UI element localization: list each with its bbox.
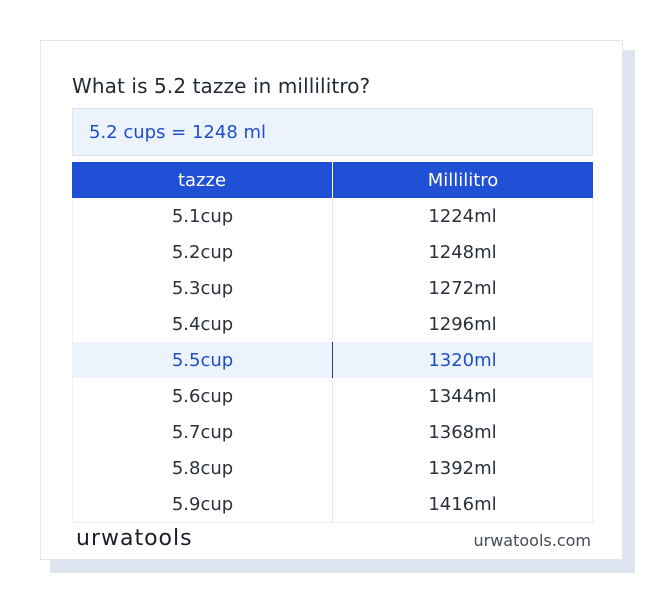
cell-to: 1392ml [428, 457, 497, 479]
cell-to: 1368ml [428, 421, 497, 443]
table-row: 5.3cup 1272ml [73, 270, 592, 306]
page-title: What is 5.2 tazze in millilitro? [72, 74, 371, 98]
conversion-table: tazze Millilitro 5.1cup 1224ml 5.2cup 12… [72, 162, 593, 523]
cell-from: 5.2cup [73, 234, 333, 270]
cell-from: 5.1cup [73, 198, 333, 234]
table-row: 5.2cup 1248ml [73, 234, 592, 270]
cell-to: 1224ml [428, 205, 497, 227]
table-header: tazze Millilitro [72, 162, 593, 198]
table-body: 5.1cup 1224ml 5.2cup 1248ml 5.3cup 1272m… [72, 198, 593, 523]
table-row: 5.1cup 1224ml [73, 198, 592, 234]
cell-from: 5.8cup [73, 450, 333, 486]
table-row: 5.6cup 1344ml [73, 378, 592, 414]
cell-to: 1248ml [428, 241, 497, 263]
conversion-card: What is 5.2 tazze in millilitro? 5.2 cup… [40, 40, 623, 560]
result-box: 5.2 cups = 1248 ml [72, 108, 593, 156]
cell-to: 1272ml [428, 277, 497, 299]
cell-from: 5.5cup [73, 342, 333, 378]
table-row: 5.4cup 1296ml [73, 306, 592, 342]
site-link[interactable]: urwatools.com [473, 531, 592, 550]
table-row-highlighted: 5.5cup 1320ml [73, 342, 592, 378]
cell-to: 1344ml [428, 385, 497, 407]
header-cell-from: tazze [72, 162, 333, 198]
cell-to: 1416ml [428, 493, 497, 515]
header-cell-to: Millilitro [427, 169, 499, 191]
table-row: 5.8cup 1392ml [73, 450, 592, 486]
table-row: 5.7cup 1368ml [73, 414, 592, 450]
cell-from: 5.3cup [73, 270, 333, 306]
cell-from: 5.7cup [73, 414, 333, 450]
table-row: 5.9cup 1416ml [73, 486, 592, 522]
cell-to: 1296ml [428, 313, 497, 335]
cell-from: 5.4cup [73, 306, 333, 342]
urwatools-logo[interactable]: urwatools [76, 526, 193, 551]
cell-from: 5.9cup [73, 486, 333, 522]
result-text: 5.2 cups = 1248 ml [89, 121, 267, 143]
cell-to: 1320ml [428, 349, 497, 371]
cell-from: 5.6cup [73, 378, 333, 414]
